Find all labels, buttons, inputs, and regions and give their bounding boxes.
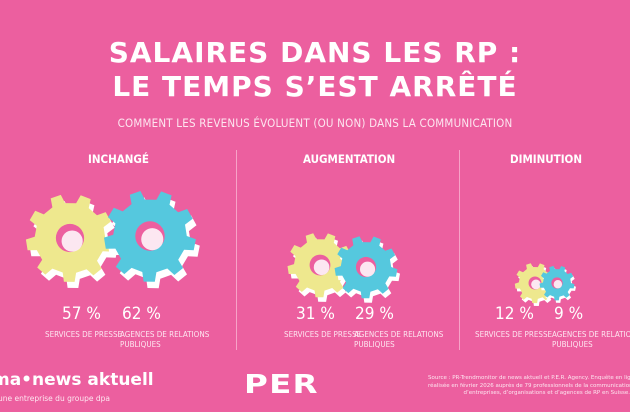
- pct-agences-inchange: 62 %: [122, 304, 161, 324]
- label-agences-inchange: AGENCES DE RELATIONS PUBLIQUES: [120, 330, 210, 349]
- panel-title-augmentation: AUGMENTATION: [303, 152, 396, 166]
- gear-services-2-hole-inner: [531, 279, 541, 290]
- source-note: Source : PR-Trendmonitor de news aktuell…: [428, 375, 630, 398]
- pct-services-inchange: 57 %: [62, 304, 101, 324]
- gear-agences-0: [104, 191, 200, 289]
- gear-agences-1: [334, 236, 400, 303]
- gear-services-0: [25, 194, 118, 288]
- pct-agences-diminution: 9 %: [554, 304, 584, 324]
- panel-divider: [236, 150, 237, 350]
- panel-title-diminution: DIMINUTION: [510, 152, 582, 166]
- source-line-1: Source : PR-Trendmonitor de news aktuell…: [428, 375, 630, 381]
- subtitle: COMMENT LES REVENUS ÉVOLUENT (OU NON) DA…: [117, 116, 513, 130]
- pct-services-augmentation: 31 %: [296, 304, 335, 324]
- gear-agences-0-hole-inner: [141, 228, 164, 251]
- news-aktuell-tagline: une entreprise du groupe dpa: [0, 394, 110, 403]
- gear-services-0-hole-inner: [61, 230, 83, 252]
- gear-services-1-hole-inner: [313, 259, 330, 276]
- gear-agences-2: [539, 265, 576, 303]
- panel-title-inchange: INCHANGÉ: [88, 152, 149, 166]
- label-agences-diminution: AGENCES DE RELATIONS PUBLIQUES: [552, 330, 630, 349]
- title-line-1: SALAIRES DANS LES RP :: [108, 36, 522, 69]
- source-line-3: d’entreprises, d’organisations et d’agen…: [463, 390, 630, 396]
- title-line-2: LE TEMPS S’EST ARRÊTÉ: [112, 70, 518, 103]
- label-agences-augmentation: AGENCES DE RELATIONS PUBLIQUES: [354, 330, 444, 349]
- pct-services-diminution: 12 %: [495, 304, 534, 324]
- label-services-inchange: SERVICES DE PRESSE: [45, 330, 123, 339]
- label-services-diminution: SERVICES DE PRESSE: [475, 330, 553, 339]
- gear-agences-2-hole-inner: [553, 280, 563, 289]
- panel-divider: [459, 150, 460, 350]
- per-logo: PER: [244, 370, 319, 400]
- label-services-augmentation: SERVICES DE PRESSE: [284, 330, 362, 339]
- gear-agences-1-hole-inner: [359, 261, 376, 277]
- source-line-2: réalisée en février 2026 auprès de 79 pr…: [428, 382, 630, 389]
- pct-agences-augmentation: 29 %: [355, 304, 394, 324]
- news-aktuell-logo: ma•news aktuell: [0, 370, 154, 390]
